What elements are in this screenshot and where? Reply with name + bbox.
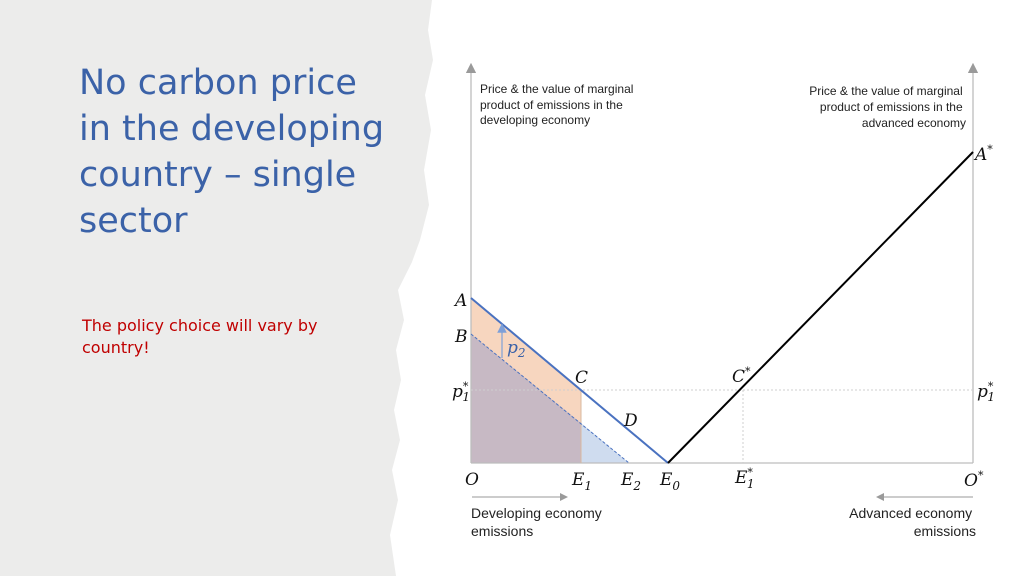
policy-note: The policy choice will vary by country! [82,315,362,359]
label-e1-star: E* 1 [734,466,755,491]
label-e0: E0 [659,470,680,493]
label-c: C [575,368,588,388]
slide-title: No carbon price in the developing countr… [79,60,399,244]
title-line: No carbon price [79,63,357,103]
title-line: in the developing [79,109,385,149]
note-line: country! [82,338,150,357]
title-line: country – single [79,155,357,195]
label-e1: E1 [571,470,592,493]
label-c-star: C* [732,365,751,387]
label-a: A [453,291,467,311]
developing-emissions-label: Developing economy emissions [471,505,606,539]
advanced-emissions-label: Advanced economy emissions [849,505,976,539]
label-p2: p2 [507,338,526,360]
note-line: The policy choice will vary by [82,316,318,335]
title-line: sector [79,201,188,241]
label-e2: E2 [620,470,641,493]
right-axis-caption: Price & the value of marginal product of… [809,84,966,130]
shifted-mp-curve [470,333,630,464]
label-p1-star-left: p* 1 [452,380,470,404]
label-p1-star-right: p* 1 [977,380,995,404]
mauve-area [471,334,581,463]
label-a-star: A* [973,143,993,165]
label-b: B [454,327,468,347]
label-o-star: O* [964,469,984,491]
label-d: D [623,411,638,431]
label-origin: O [465,470,479,490]
left-axis-caption: Price & the value of marginal product of… [480,82,637,127]
advanced-mp-curve [667,151,974,464]
